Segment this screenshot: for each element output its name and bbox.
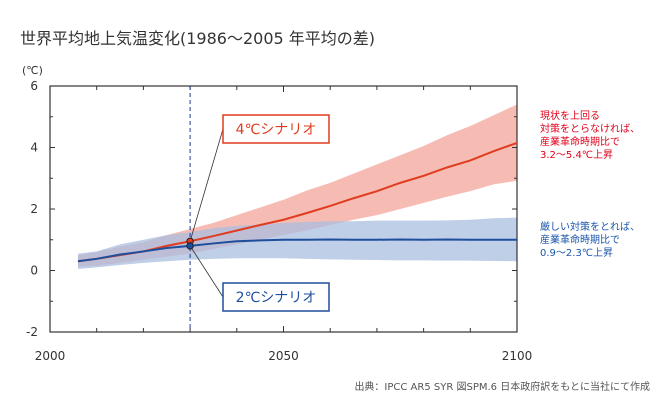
callout-leader-2: [189, 245, 224, 298]
callout-label-2: 2℃シナリオ: [236, 290, 317, 306]
y-tick-label: -2: [26, 325, 38, 339]
chart-title: 世界平均地上気温変化(1986～2005 年平均の差): [20, 29, 376, 48]
y-tick-label: 6: [30, 79, 38, 93]
x-tick-label: 2050: [268, 349, 299, 363]
note-red-line-4: 3.2～5.4℃上昇: [540, 150, 614, 161]
y-tick-label: 0: [30, 264, 38, 278]
y-tick-label: 4: [30, 141, 38, 155]
callout-box-1: [222, 114, 330, 144]
marker-dot-2: [186, 242, 194, 250]
note-blue-line-2: 産業革命時期比で: [540, 235, 620, 246]
y-tick-label: 2: [30, 202, 38, 216]
callout-box-2: [222, 282, 330, 312]
y-tick-labels: 6 4 2 0 -2: [26, 79, 38, 339]
x-tick-label: 2000: [35, 349, 66, 363]
series-lines: [77, 141, 518, 263]
band-series-2: [78, 217, 518, 269]
line-series-2: [77, 238, 517, 263]
note-4c-scenario: 現状を上回る 対策をとらなければ、 産業革命時期比で 3.2～5.4℃上昇: [540, 110, 640, 162]
uncertainty-bands: [78, 104, 518, 269]
note-blue-line-1: 厳しい対策をとれば、: [540, 222, 640, 233]
note-2c-scenario: 厳しい対策をとれば、 産業革命時期比で 0.9～2.3℃上昇: [540, 221, 640, 260]
source-credit: 出典：IPCC AR5 SYR 図SPM.6 日本政府訳をもとに当社にて作成: [354, 382, 650, 393]
note-red-line-3: 産業革命時期比で: [540, 137, 620, 148]
scenario-callouts: 4℃シナリオ 2℃シナリオ: [186, 114, 330, 312]
note-red-line-2: 対策をとらなければ、: [540, 124, 640, 135]
note-red-line-1: 現状を上回る: [540, 111, 600, 122]
x-tick-label: 2100: [502, 349, 533, 363]
callout-leader-1: [189, 128, 224, 242]
x-tick-labels: 2000 2050 2100: [35, 349, 533, 363]
callout-label-1: 4℃シナリオ: [236, 122, 317, 138]
y-axis-unit: (℃): [22, 64, 43, 77]
note-blue-line-3: 0.9～2.3℃上昇: [540, 248, 614, 259]
